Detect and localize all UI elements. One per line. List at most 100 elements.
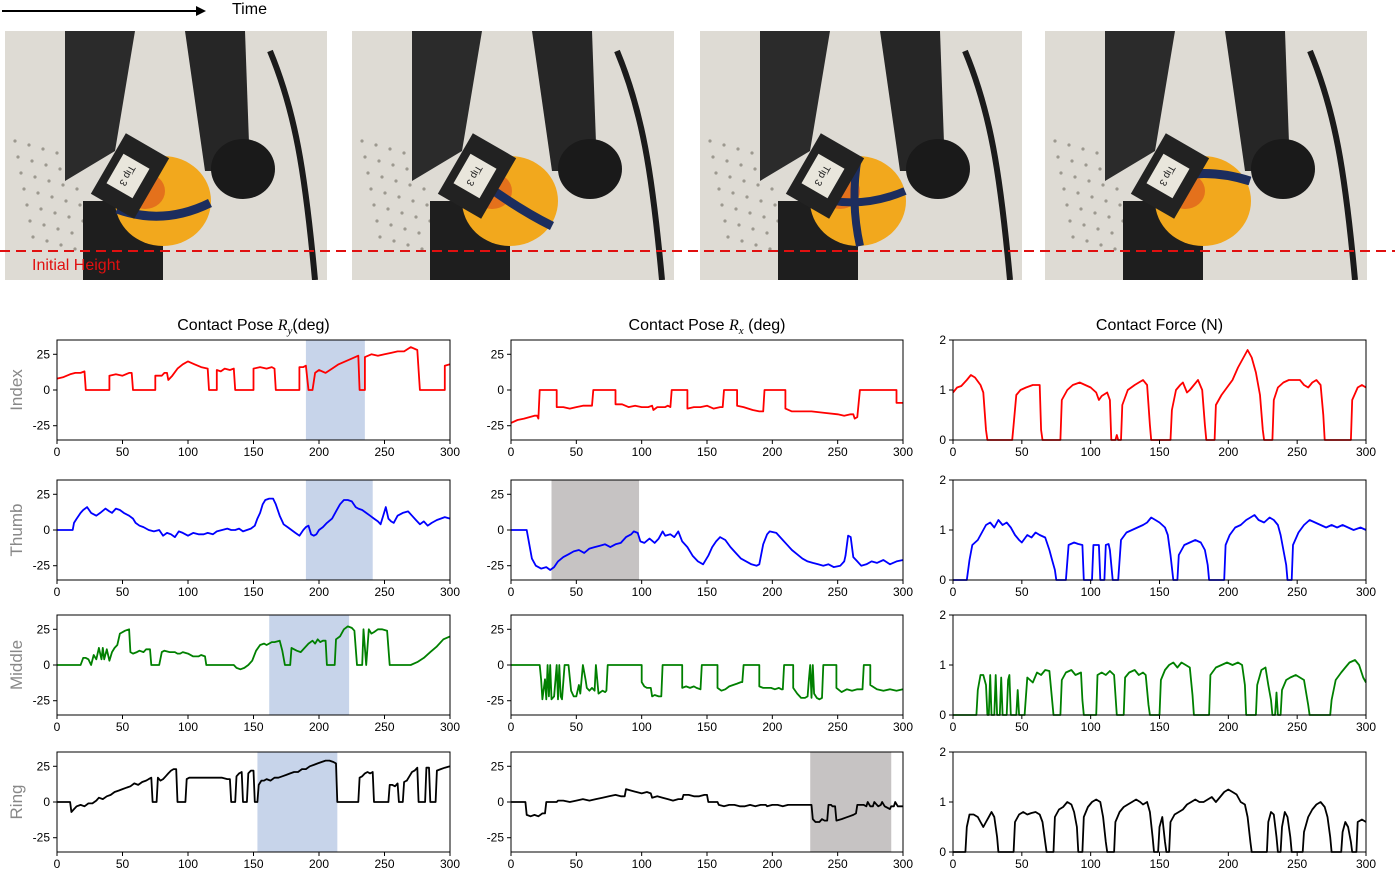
y-tick-label: 2 [939,745,946,759]
series-line [953,514,1367,581]
series-line [953,659,1367,716]
x-tick-label: 250 [1287,857,1307,871]
robot-arm [760,31,830,181]
robot-arm [65,31,135,181]
pegboard-hole [1104,199,1108,203]
robot-finger [880,31,945,171]
x-tick-label: 50 [570,720,584,734]
y-tick-label: 0 [43,795,50,809]
highlight-region [810,752,892,852]
photo-illustration: Tip 3 [352,31,674,280]
pegboard-hole [405,167,409,171]
initial-height-label: Initial Height [32,257,121,274]
pegboard-hole [30,159,34,163]
robot-finger [185,31,250,171]
pegboard-hole [1113,247,1117,251]
x-tick-label: 150 [1149,857,1169,871]
y-tick-label: 0 [939,708,946,722]
y-tick-label: 0 [939,573,946,587]
x-tick-label: 300 [440,857,460,871]
pegboard-hole [363,155,367,159]
pegboard-hole [731,191,735,195]
pegboard-hole [756,183,760,187]
photo-frame-3: Tip 3 [700,31,1022,280]
x-tick-label: 100 [178,445,198,459]
pegboard-hole [1090,195,1094,199]
x-tick-label: 250 [1287,720,1307,734]
pegboard-hole [397,195,401,199]
pegboard-hole [1071,235,1075,239]
highlight-region [269,615,350,715]
pegboard-hole [1118,203,1122,207]
pegboard-hole [751,227,755,231]
tip-tag [106,153,150,199]
x-tick-label: 0 [54,720,61,734]
y-tick-label: 0 [939,433,946,447]
axes-frame [952,339,1367,441]
pegboard-hole [402,151,406,155]
column-title-main: Contact Pose [629,317,730,334]
pegboard-hole [1082,223,1086,227]
x-tick-label: 250 [374,720,394,734]
pegboard-hole [375,219,379,223]
pegboard-hole [740,239,744,243]
column-title-var: R [277,317,288,334]
photo-frame-1: Tip 3 [5,31,327,280]
photo-frame-4: Tip 3 [1045,31,1367,280]
x-tick-label: 150 [243,857,263,871]
column-title-sub: y [287,325,293,337]
x-tick-label: 0 [54,857,61,871]
photo-illustration: Tip 3 [700,31,1022,280]
x-tick-label: 300 [1356,857,1376,871]
x-tick-label: 100 [632,857,652,871]
x-tick-label: 150 [697,585,717,599]
x-tick-label: 150 [1149,585,1169,599]
pegboard-hole [1085,239,1089,243]
pegboard-hole [745,195,749,199]
x-tick-label: 300 [893,720,913,734]
x-tick-label: 200 [309,720,329,734]
x-tick-label: 200 [762,720,782,734]
x-tick-label: 200 [762,445,782,459]
y-tick-label: 2 [939,333,946,347]
pegboard-hole [389,223,393,227]
x-tick-label: 250 [374,445,394,459]
pegboard-hole [383,191,387,195]
pegboard-hole [762,215,766,219]
column-title-main: Contact Force (N) [1096,317,1223,334]
tip-tag [1146,153,1190,199]
pegboard-hole [36,191,40,195]
series-line [57,759,451,813]
pegboard-hole [1079,207,1083,211]
x-tick-label: 300 [440,445,460,459]
pegboard-hole [394,179,398,183]
x-tick-label: 200 [309,857,329,871]
x-tick-label: 150 [697,445,717,459]
tip-tag [453,153,497,199]
pegboard-hole [374,143,378,147]
x-tick-label: 250 [1287,585,1307,599]
pegboard-hole [1115,187,1119,191]
pegboard-hole [47,179,51,183]
pegboard-hole [725,159,729,163]
subplot: 0 50 100 150 200 250 300 2 1 0 [939,473,1376,599]
y-tick-label: -25 [33,694,51,708]
x-tick-label: 100 [178,857,198,871]
y-tick-label: 0 [43,383,50,397]
x-tick-label: 300 [893,857,913,871]
photo-illustration: Tip 3 [5,31,327,280]
robot-finger [532,31,597,171]
x-tick-label: 300 [1356,720,1376,734]
x-tick-label: 250 [828,857,848,871]
highlight-region [257,752,338,852]
pegboard-hole [386,207,390,211]
pegboard-hole [377,159,381,163]
axes-frame [56,479,451,581]
pegboard-hole [45,239,49,243]
y-tick-label: 1 [939,795,946,809]
x-tick-label: 0 [508,445,515,459]
x-tick-label: 50 [1015,445,1029,459]
x-tick-label: 0 [508,585,515,599]
pegboard-hole [42,223,46,227]
